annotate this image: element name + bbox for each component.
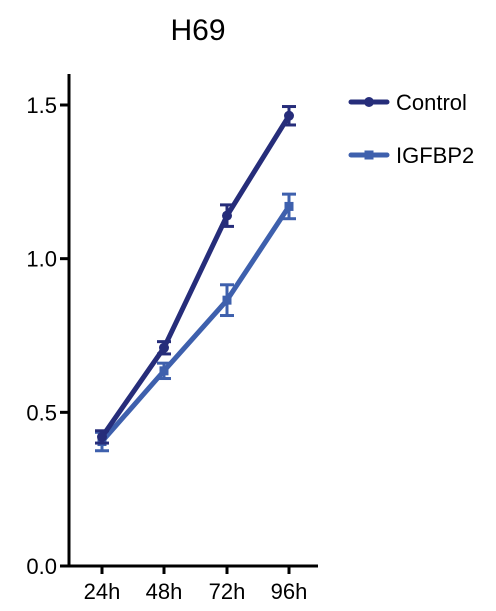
- series-line: [99, 113, 292, 440]
- x-tick-label: 72h: [209, 579, 246, 604]
- data-point: [222, 210, 232, 221]
- series-igfbp2: [95, 192, 296, 453]
- data-point: [159, 366, 169, 376]
- y-tick-label: 0.0: [26, 554, 57, 579]
- series-group: [95, 105, 296, 453]
- data-point: [284, 201, 294, 211]
- legend-item-igfbp2: IGFBP2: [348, 143, 474, 168]
- x-tick-label: 96h: [271, 579, 308, 604]
- x-tick-label: 24h: [84, 579, 121, 604]
- legend: Control IGFBP2: [348, 90, 474, 168]
- data-point: [222, 295, 232, 305]
- series-control: [95, 105, 296, 445]
- legend-marker: [364, 150, 374, 160]
- data-point: [159, 342, 169, 353]
- x-tick-label: 48h: [146, 579, 183, 604]
- legend-label: Control: [396, 90, 467, 115]
- legend-label: IGFBP2: [396, 143, 474, 168]
- legend-marker: [364, 97, 374, 107]
- series-line: [99, 203, 292, 445]
- axes: 0.0 0.5 1.0 1.5 24h 48h 72h 96h: [26, 74, 318, 604]
- y-tick-label: 0.5: [26, 400, 57, 425]
- legend-item-control: Control: [348, 90, 467, 115]
- chart-title: H69: [170, 14, 225, 47]
- data-point: [97, 431, 107, 442]
- y-tick-label: 1.5: [26, 93, 57, 118]
- data-point: [284, 110, 294, 121]
- y-tick-label: 1.0: [26, 247, 57, 272]
